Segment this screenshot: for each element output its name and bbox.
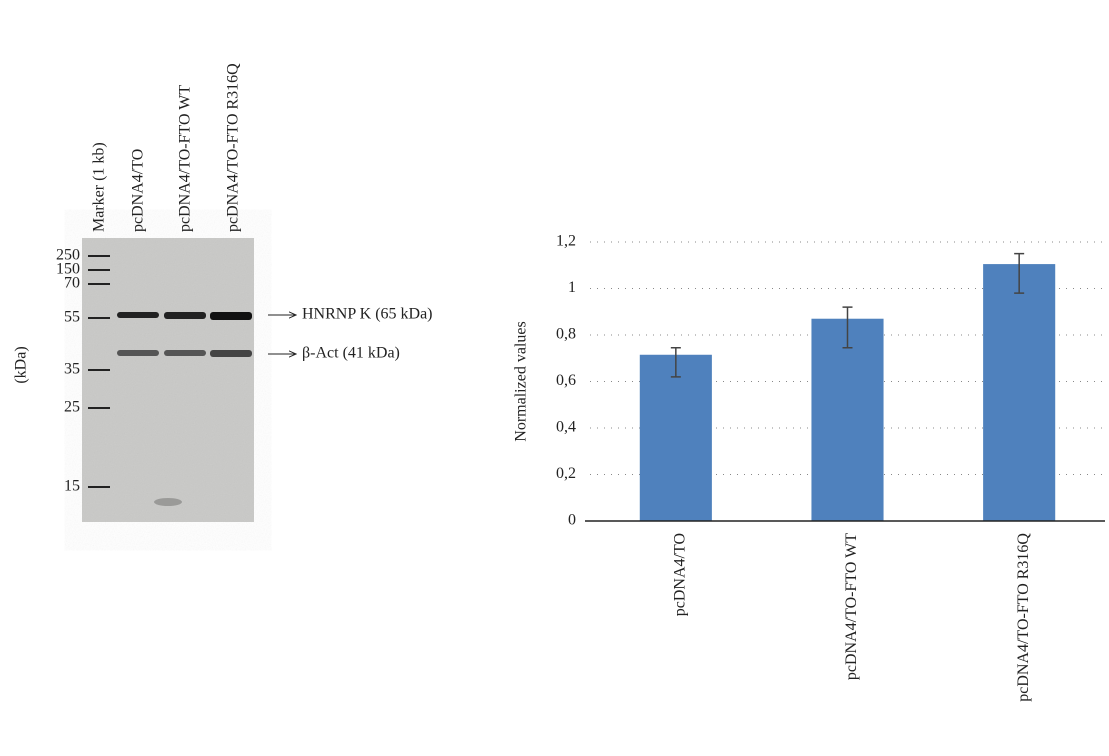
- band: [164, 350, 206, 356]
- bar: [811, 319, 883, 521]
- y-tick-label: 0,8: [556, 326, 576, 343]
- y-tick-label: 0,4: [556, 419, 576, 436]
- y-tick-label: 0,6: [556, 372, 576, 389]
- y-tick-label: 1,2: [556, 233, 576, 250]
- lane-label: pcDNA4/TO: [130, 149, 147, 232]
- band-label: β-Act (41 kDa): [302, 345, 400, 362]
- x-tick-label: pcDNA4/TO-FTO WT: [843, 533, 860, 680]
- marker-label: 15: [64, 478, 80, 495]
- band-label: HNRNP K (65 kDa): [302, 306, 433, 323]
- band: [117, 350, 159, 356]
- band: [117, 312, 159, 318]
- x-tick-label: pcDNA4/TO-FTO R316Q: [1015, 533, 1032, 702]
- bar: [983, 264, 1055, 521]
- lane-label: pcDNA4/TO-FTO WT: [177, 85, 194, 232]
- bar: [640, 355, 712, 521]
- lane-label: Marker (1 kb): [91, 142, 108, 232]
- marker-label: 25: [64, 399, 80, 416]
- marker-label: 55: [64, 309, 80, 326]
- band: [210, 350, 252, 357]
- marker-label: 70: [64, 275, 80, 292]
- y-tick-label: 0,2: [556, 465, 576, 482]
- figure: (kDa) HNRNP K (65 kDa) β-Act (41 kDa) Ma…: [0, 0, 1109, 756]
- marker-label: 35: [64, 361, 80, 378]
- blot-spot: [154, 498, 182, 506]
- y-tick-label: 1: [568, 279, 576, 296]
- blot-texture: [82, 238, 254, 522]
- lane-label: pcDNA4/TO-FTO R316Q: [225, 63, 242, 232]
- x-tick-label: pcDNA4/TO: [672, 533, 689, 616]
- unit-label: (kDa): [13, 346, 30, 383]
- y-axis-label: Normalized values: [513, 321, 530, 441]
- band: [164, 312, 206, 319]
- y-tick-label: 0: [568, 512, 576, 529]
- band: [210, 312, 252, 320]
